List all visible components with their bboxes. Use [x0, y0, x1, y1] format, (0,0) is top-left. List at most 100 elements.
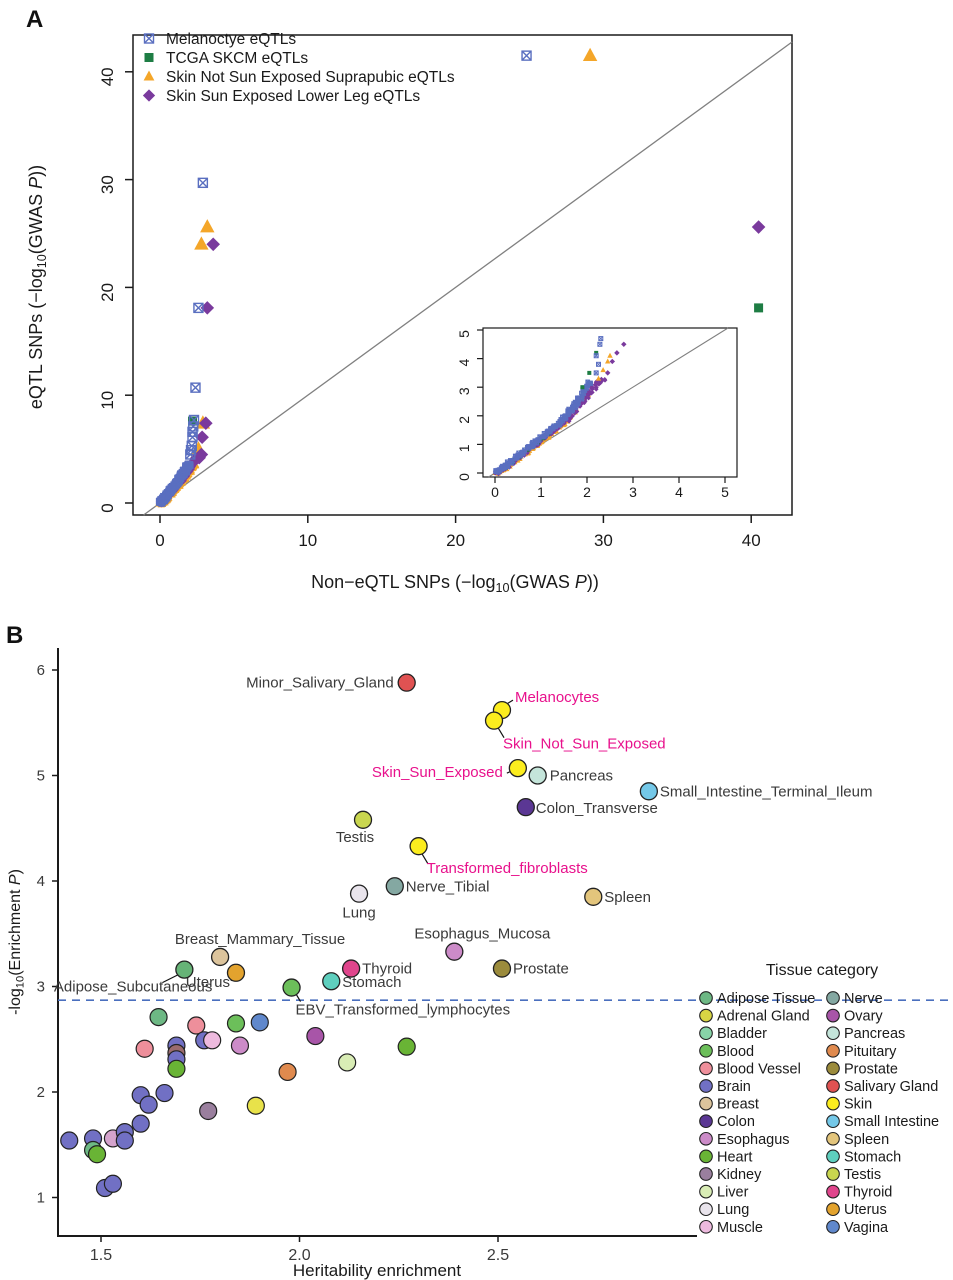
point-EBV_Transformed_lymphocytes	[282, 978, 301, 997]
legend-label: Liver	[717, 1185, 749, 1201]
data-point	[192, 450, 206, 465]
panel-b-chart: 1 2 3 4 5 6 1.5 2.0 2.5 Heritability enrichment -l…	[7, 648, 948, 1280]
data-point	[582, 47, 598, 62]
inset-x-tick-label: 0	[491, 484, 499, 500]
legend-label: Adrenal Gland	[717, 1009, 810, 1025]
x-tick-label: 2.0	[288, 1247, 310, 1264]
inset-y-tick-label: 0	[456, 473, 472, 481]
tail-point	[516, 450, 521, 456]
legend-label: Prostate	[844, 1061, 898, 1077]
scatter-point	[250, 1013, 269, 1032]
point-Colon_Transverse	[516, 797, 535, 817]
scatter-point	[149, 1007, 168, 1027]
legend-swatch	[699, 1043, 713, 1058]
data-point	[521, 50, 532, 61]
scatter-point	[306, 1026, 325, 1046]
y-axis-title: eQTL SNPs (−log10(GWAS P))	[26, 165, 49, 409]
scatter-point	[230, 1036, 250, 1055]
legend-swatch	[826, 1184, 840, 1199]
tail-point	[562, 413, 568, 419]
legend-swatch	[826, 1131, 840, 1146]
legend-label: Esophagus	[717, 1132, 790, 1148]
panel-a-legend: Melanoctye eQTLs TCGA SKCM eQTLs Skin Not …	[142, 31, 455, 105]
legend-label: Ovary	[844, 1009, 883, 1025]
tail-point	[586, 395, 592, 401]
y-tick-label: 40	[98, 67, 117, 86]
scatter-point	[103, 1174, 123, 1193]
legend-label: Skin Sun Exposed Lower Leg eQTLs	[166, 88, 420, 105]
scatter-point	[187, 1016, 206, 1035]
legend-label: Kidney	[717, 1167, 762, 1183]
data-point	[193, 302, 204, 314]
legend-swatch	[826, 1008, 840, 1023]
legend-label: Brain	[717, 1079, 751, 1095]
tail-point	[602, 376, 608, 382]
legend-label: Stomach	[844, 1149, 901, 1165]
data-point	[195, 430, 209, 445]
inset-data-point	[580, 385, 585, 390]
point-Nerve_Tibial	[385, 877, 404, 896]
point-Lung	[349, 884, 369, 903]
tail-point	[545, 428, 551, 434]
scatter-point	[115, 1131, 134, 1150]
inset-data-point	[595, 375, 602, 381]
x-axis-title: Non−eQTL SNPs (−log10(GWAS P))	[311, 572, 599, 595]
scatter-point	[131, 1114, 150, 1133]
y-tick-label: 2	[37, 1084, 45, 1101]
point-Prostate	[492, 959, 512, 978]
y-tick-label: 30	[98, 175, 117, 194]
label-Lung: Lung	[342, 905, 375, 922]
scatter-point	[246, 1096, 265, 1115]
legend-symbol-triangle	[143, 70, 155, 81]
legend-swatch	[699, 1114, 713, 1129]
legend-label: Vagina	[844, 1220, 889, 1236]
y-axis: 1 2 3 4 5 6	[37, 662, 58, 1207]
data-point	[199, 416, 213, 431]
scatter-point	[338, 1053, 357, 1072]
legend-label: Blood Vessel	[717, 1061, 801, 1077]
label-Minor_Salivary_Gland: Minor_Salivary_Gland	[246, 675, 394, 692]
x-tick-label: 10	[298, 531, 317, 550]
inset-y-tick-label: 2	[456, 416, 472, 424]
inset-data-point	[607, 352, 613, 358]
legend-swatch	[826, 1219, 840, 1234]
legend-swatch	[699, 991, 713, 1005]
inset-plot-area	[492, 336, 627, 477]
legend-swatch	[699, 1149, 713, 1164]
x-axis-title: Heritability enrichment	[293, 1261, 461, 1280]
label-pointer	[421, 852, 429, 864]
point-Stomach	[322, 972, 341, 991]
legend-label: Pituitary	[844, 1044, 897, 1060]
legend-label: Bladder	[717, 1026, 767, 1042]
legend-swatch	[699, 1184, 713, 1199]
data-point	[751, 220, 766, 234]
data-point	[194, 236, 209, 250]
plot-box	[132, 34, 793, 516]
panel-a-plot-area	[155, 453, 203, 508]
x-axis: 1.5 2.0 2.5	[90, 1236, 509, 1264]
label-Melanocytes: Melanocytes	[515, 689, 599, 706]
label-Nerve_Tibial: Nerve_Tibial	[406, 878, 490, 895]
y-tick-label: 3	[37, 979, 45, 996]
y-tick-label: 6	[37, 662, 45, 679]
legend-label: Skin Not Sun Exposed Suprapubic eQTLs	[166, 69, 455, 86]
inset-data-point	[614, 350, 620, 356]
tail-point	[590, 385, 595, 390]
y-axis-title: -log10(Enrichment P)	[7, 869, 27, 1015]
label-Uterus: Uterus	[186, 974, 230, 991]
legend-swatch	[826, 1079, 840, 1093]
label-Prostate: Prostate	[513, 961, 569, 978]
inset-data-point	[600, 367, 606, 373]
y-tick-label: 10	[98, 391, 117, 410]
label-Breast_Mammary_Tissue: Breast_Mammary_Tissue	[175, 931, 345, 948]
inset-data-point	[596, 361, 601, 367]
point-Skin_Sun_Exposed	[508, 758, 527, 778]
legend-label: Breast	[717, 1097, 759, 1113]
inset-data-point	[593, 370, 599, 376]
label-Spleen: Spleen	[604, 889, 651, 906]
point-Spleen	[584, 887, 603, 906]
inset-y-tick-label: 3	[456, 387, 472, 395]
label-Skin_Sun_Exposed: Skin_Sun_Exposed	[372, 764, 503, 781]
